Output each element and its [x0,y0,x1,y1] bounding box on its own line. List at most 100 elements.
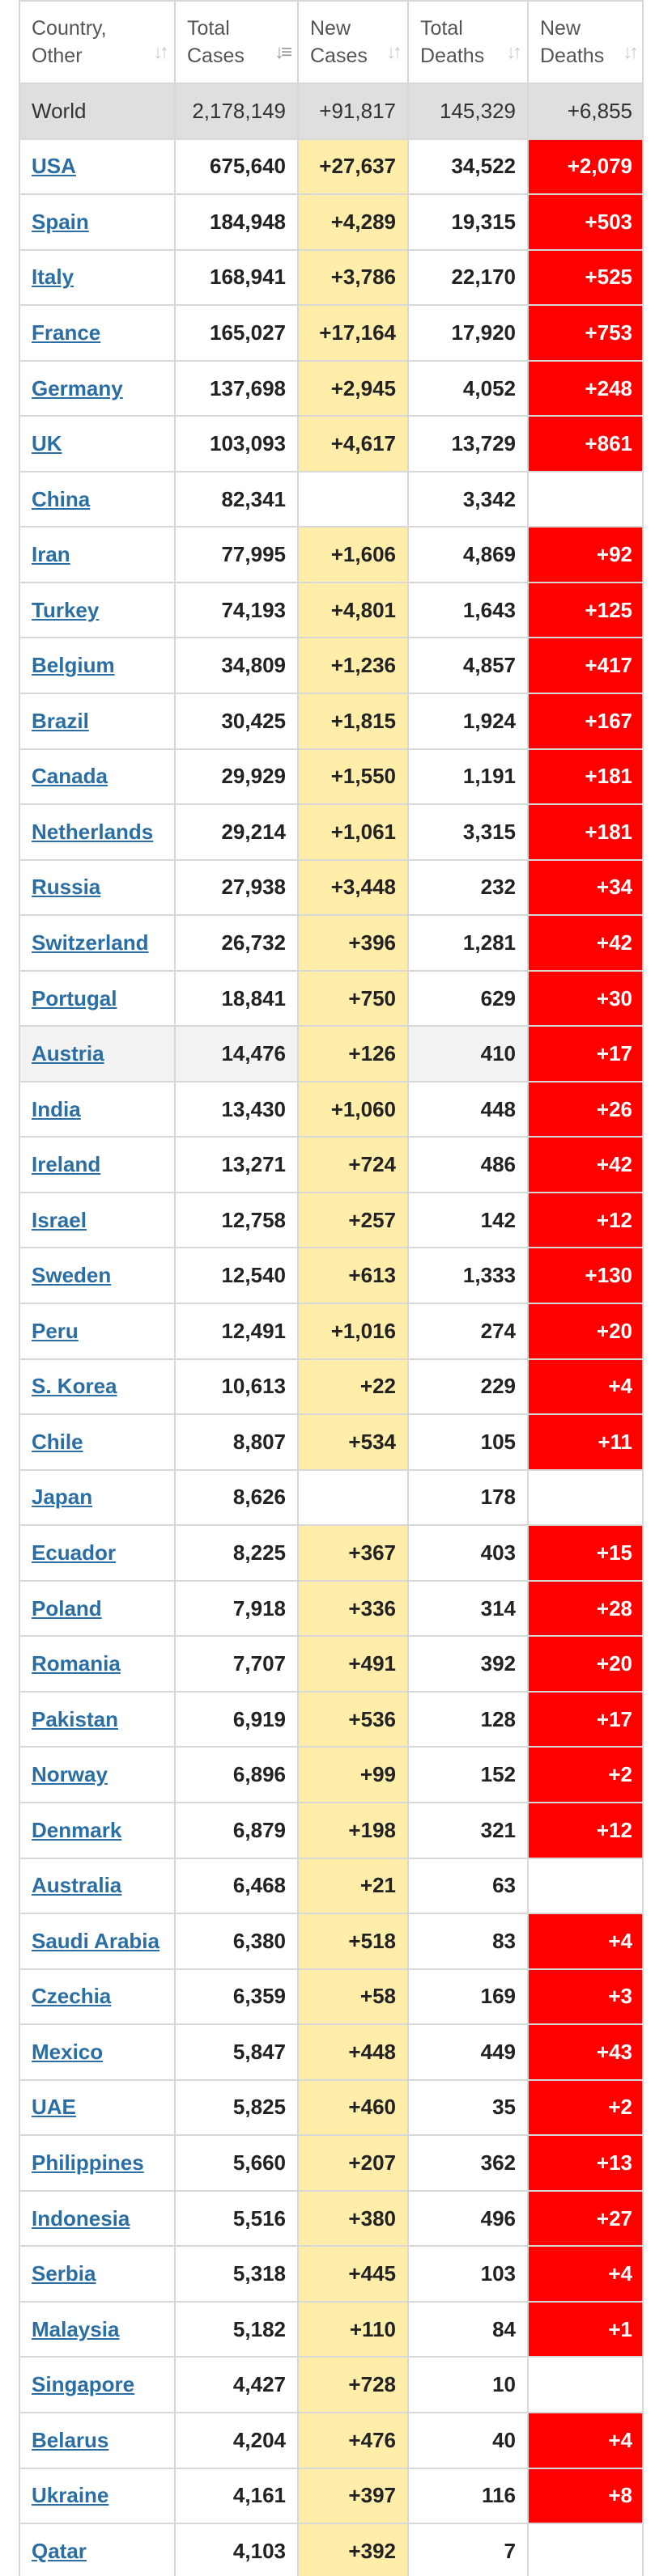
new-cases-cell: +367 [297,1524,409,1582]
country-cell: Canada [19,748,176,806]
country-link[interactable]: Mexico [32,2039,104,2064]
total-deaths-cell: 403 [407,1524,529,1582]
world-new-cases: +91,817 [297,83,409,140]
country-link[interactable]: UAE [32,2095,76,2120]
country-link[interactable]: Qatar [32,2538,87,2563]
total-deaths-cell: 152 [407,1746,529,1803]
country-link[interactable]: USA [32,154,76,179]
total-deaths-cell: 1,333 [407,1247,529,1305]
country-link[interactable]: UK [32,431,62,456]
country-link[interactable]: Japan [32,1485,93,1510]
country-link[interactable]: Indonesia [32,2205,130,2231]
total-deaths-cell: 392 [407,1635,529,1693]
new-cases-cell: +21 [297,1857,409,1915]
total-cases-cell: 4,427 [174,2356,299,2413]
new-cases-cell: +198 [297,1801,409,1859]
country-link[interactable]: Ireland [32,1152,101,1177]
total-cases-cell: 26,732 [174,914,299,972]
country-link[interactable]: Romania [32,1651,121,1676]
country-link[interactable]: Pakistan [32,1706,118,1731]
country-link[interactable]: France [32,320,101,345]
country-link[interactable]: Netherlands [32,819,154,844]
country-cell: UAE [19,2078,176,2137]
country-cell: Singapore [19,2356,176,2413]
total-deaths-cell: 116 [407,2467,529,2525]
total-cases-cell: 5,825 [174,2078,299,2137]
country-link[interactable]: India [32,1096,81,1121]
table-row: Singapore 4,427 +728 10 [19,2356,645,2413]
table-row: Peru 12,491 +1,016 274 +20 [19,1303,645,1360]
country-link[interactable]: Portugal [32,985,117,1010]
country-link[interactable]: Czechia [32,1984,112,2009]
new-deaths-cell: +42 [527,914,645,972]
new-cases-cell: +392 [297,2523,409,2576]
country-link[interactable]: Sweden [32,1263,112,1288]
new-cases-cell: +491 [297,1635,409,1693]
country-link[interactable]: Italy [32,265,74,290]
table-row: Serbia 5,318 +445 103 +4 [19,2245,645,2303]
new-cases-cell: +3,448 [297,858,409,917]
country-link[interactable]: Philippines [32,2150,144,2175]
country-link[interactable]: Australia [32,1873,122,1898]
country-cell: Austria [19,1025,176,1083]
country-link[interactable]: Ukraine [32,2483,109,2508]
country-link[interactable]: Denmark [32,1817,122,1842]
total-cases-cell: 10,613 [174,1358,299,1416]
country-link[interactable]: Singapore [32,2372,135,2397]
new-cases-cell [297,1468,409,1527]
country-link[interactable]: Austria [32,1041,104,1066]
world-total-cases: 2,178,149 [174,83,299,140]
new-cases-cell: +27,637 [297,138,409,196]
country-cell: Germany [19,359,176,417]
total-deaths-cell: 105 [407,1413,529,1471]
total-cases-cell: 5,516 [174,2189,299,2248]
country-link[interactable]: Ecuador [32,1540,117,1565]
total-cases-cell: 8,807 [174,1413,299,1471]
header-total-deaths[interactable]: Total Deaths ↓↑ [407,0,529,84]
country-link[interactable]: China [32,486,91,511]
country-cell: UK [19,415,176,472]
header-country[interactable]: Country, Other ↓↑ [19,0,176,84]
new-cases-cell: +257 [297,1191,409,1249]
new-deaths-cell: +20 [527,1303,645,1360]
table-row: Turkey 74,193 +4,801 1,643 +125 [19,581,645,639]
new-deaths-cell: +248 [527,359,645,417]
total-cases-cell: 184,948 [174,193,299,251]
country-link[interactable]: Germany [32,375,123,400]
header-total-cases[interactable]: Total Cases ↓≡ [174,0,299,84]
new-cases-cell: +126 [297,1025,409,1083]
country-link[interactable]: Peru [32,1318,79,1343]
country-link[interactable]: Russia [32,875,101,900]
country-link[interactable]: Spain [32,209,89,234]
country-link[interactable]: Switzerland [32,930,149,955]
country-link[interactable]: Israel [32,1207,87,1232]
country-link[interactable]: Belarus [32,2427,109,2452]
country-link[interactable]: Norway [32,1762,108,1787]
new-deaths-cell: +167 [527,693,645,750]
header-new-deaths[interactable]: New Deaths ↓↑ [527,0,645,84]
country-link[interactable]: Turkey [32,597,100,622]
sort-arrows-icon: ↓↑ [623,41,639,63]
country-cell: Indonesia [19,2189,176,2248]
country-link[interactable]: Iran [32,542,70,567]
country-link[interactable]: Malaysia [32,2316,120,2341]
total-cases-cell: 12,491 [174,1303,299,1360]
header-new-cases[interactable]: New Cases ↓↑ [297,0,409,84]
total-cases-cell: 18,841 [174,969,299,1027]
country-link[interactable]: Saudi Arabia [32,1928,159,1953]
total-cases-cell: 12,540 [174,1247,299,1305]
table-row: Japan 8,626 178 [19,1468,645,1527]
country-link[interactable]: Chile [32,1429,83,1454]
total-deaths-cell: 22,170 [407,248,529,307]
country-link[interactable]: Canada [32,764,108,789]
country-link[interactable]: Serbia [32,2261,96,2286]
total-deaths-cell: 362 [407,2134,529,2192]
country-link[interactable]: S. Korea [32,1374,117,1399]
table-row: Sweden 12,540 +613 1,333 +130 [19,1247,645,1305]
total-deaths-cell: 178 [407,1468,529,1527]
country-link[interactable]: Poland [32,1595,102,1621]
country-link[interactable]: Belgium [32,653,115,678]
country-link[interactable]: Brazil [32,708,89,733]
new-deaths-cell: +525 [527,248,645,307]
total-deaths-cell: 448 [407,1080,529,1138]
